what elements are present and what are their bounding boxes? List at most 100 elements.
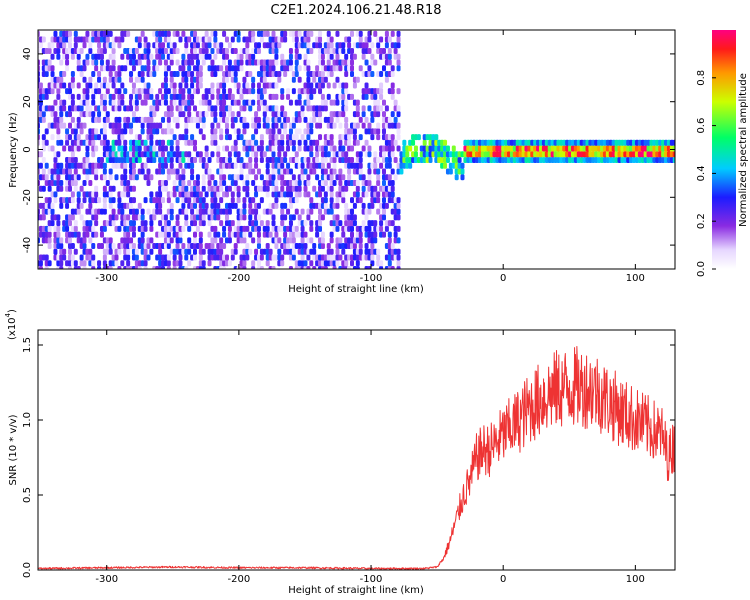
heatmap-cell — [283, 151, 288, 158]
heatmap-cell — [56, 88, 61, 95]
heatmap-cell — [274, 93, 279, 100]
heatmap-cell — [254, 174, 259, 181]
heatmap-cell — [338, 122, 343, 129]
heatmap-cell — [47, 225, 52, 232]
heatmap-cell — [256, 168, 261, 175]
heatmap-cell — [163, 162, 168, 169]
heatmap-cell — [300, 162, 305, 169]
heatmap-cell — [309, 197, 314, 204]
heatmap-cell — [422, 139, 427, 146]
heatmap-cell — [187, 237, 192, 244]
heatmap-cell — [335, 225, 340, 232]
heatmap-cell — [376, 174, 381, 181]
heatmap-cell — [53, 30, 58, 37]
heatmap-cell — [291, 214, 296, 221]
heatmap-cell — [195, 42, 200, 49]
heatmap-cell — [166, 231, 171, 238]
heatmap-cell — [413, 145, 418, 152]
heatmap-cell — [364, 93, 369, 100]
heatmap-cell — [309, 82, 314, 89]
heatmap-cell — [88, 179, 93, 186]
x-axis-ticks: -300 -200 -100 0 100 — [95, 330, 645, 585]
heatmap-cell — [367, 168, 372, 175]
heatmap-cell — [152, 157, 157, 164]
heatmap-cell — [227, 59, 232, 66]
heatmap-cell — [344, 82, 349, 89]
heatmap-cell — [352, 134, 357, 141]
heatmap-cell — [288, 99, 293, 106]
heatmap-cell — [85, 151, 90, 158]
heatmap-cell — [210, 48, 215, 55]
heatmap-cell — [94, 185, 99, 192]
heatmap-cell — [309, 151, 314, 158]
heatmap-cell — [67, 36, 72, 43]
heatmap-cell — [233, 243, 238, 250]
heatmap-cell — [381, 99, 386, 106]
heatmap-cell — [329, 208, 334, 215]
heatmap-cell — [242, 208, 247, 215]
heatmap-cell — [187, 179, 192, 186]
heatmap-cell — [318, 122, 323, 129]
heatmap-cell — [239, 53, 244, 60]
heatmap-cell — [91, 139, 96, 146]
heatmap-cell — [94, 65, 99, 72]
heatmap-cell — [320, 82, 325, 89]
heatmap-cell — [288, 59, 293, 66]
heatmap-cell — [67, 88, 72, 95]
heatmap-cell — [350, 231, 355, 238]
heatmap-cell — [195, 185, 200, 192]
heatmap-cell — [443, 162, 448, 169]
heatmap-cell — [227, 157, 232, 164]
heatmap-cell — [271, 220, 276, 227]
heatmap-cell — [297, 65, 302, 72]
heatmap-cell — [329, 185, 334, 192]
heatmap-cell — [344, 70, 349, 77]
heatmap-cell — [187, 225, 192, 232]
heatmap-cell — [239, 59, 244, 66]
colorbar-ticks: 0.0 0.2 0.4 0.6 0.8 — [696, 70, 716, 277]
heatmap-cell — [248, 248, 253, 255]
heatmap-cell — [297, 145, 302, 152]
heatmap-cell — [443, 139, 448, 146]
heatmap-cell — [169, 76, 174, 83]
heatmap-cell — [79, 214, 84, 221]
heatmap-cell — [283, 128, 288, 135]
heatmap-cell — [239, 65, 244, 72]
heatmap-cell — [82, 260, 87, 267]
heatmap-cell — [350, 157, 355, 164]
heatmap-cell — [326, 30, 331, 37]
heatmap-cell — [143, 266, 148, 269]
y-tick-label: -40 — [22, 237, 33, 253]
heatmap-cell — [97, 42, 102, 49]
heatmap-cell — [309, 128, 314, 135]
y-tick-label: 1.0 — [22, 412, 33, 428]
heatmap-cell — [280, 53, 285, 60]
heatmap-cell — [114, 254, 119, 261]
heatmap-cell — [254, 248, 259, 255]
heatmap-cell — [256, 243, 261, 250]
heatmap-cell — [91, 243, 96, 250]
heatmap-cell — [187, 36, 192, 43]
heatmap-cell — [117, 116, 122, 123]
heatmap-cell — [227, 237, 232, 244]
heatmap-cell — [396, 42, 401, 49]
heatmap-cell — [288, 53, 293, 60]
heatmap-cell — [312, 248, 317, 255]
heatmap-cell — [236, 185, 241, 192]
heatmap-cell — [364, 42, 369, 49]
heatmap-cell — [85, 99, 90, 106]
heatmap-cell — [242, 116, 247, 123]
heatmap-cell — [146, 254, 151, 261]
heatmap-cell — [213, 30, 218, 37]
heatmap-cell — [224, 128, 229, 135]
heatmap-cell — [195, 179, 200, 186]
heatmap-cell — [306, 59, 311, 66]
heatmap-cell — [108, 174, 113, 181]
heatmap-cell — [428, 157, 433, 164]
heatmap-cell — [381, 48, 386, 55]
heatmap-cell — [338, 65, 343, 72]
heatmap-cell — [47, 48, 52, 55]
heatmap-cell — [358, 162, 363, 169]
heatmap-cell — [169, 145, 174, 152]
heatmap-cell — [41, 214, 46, 221]
